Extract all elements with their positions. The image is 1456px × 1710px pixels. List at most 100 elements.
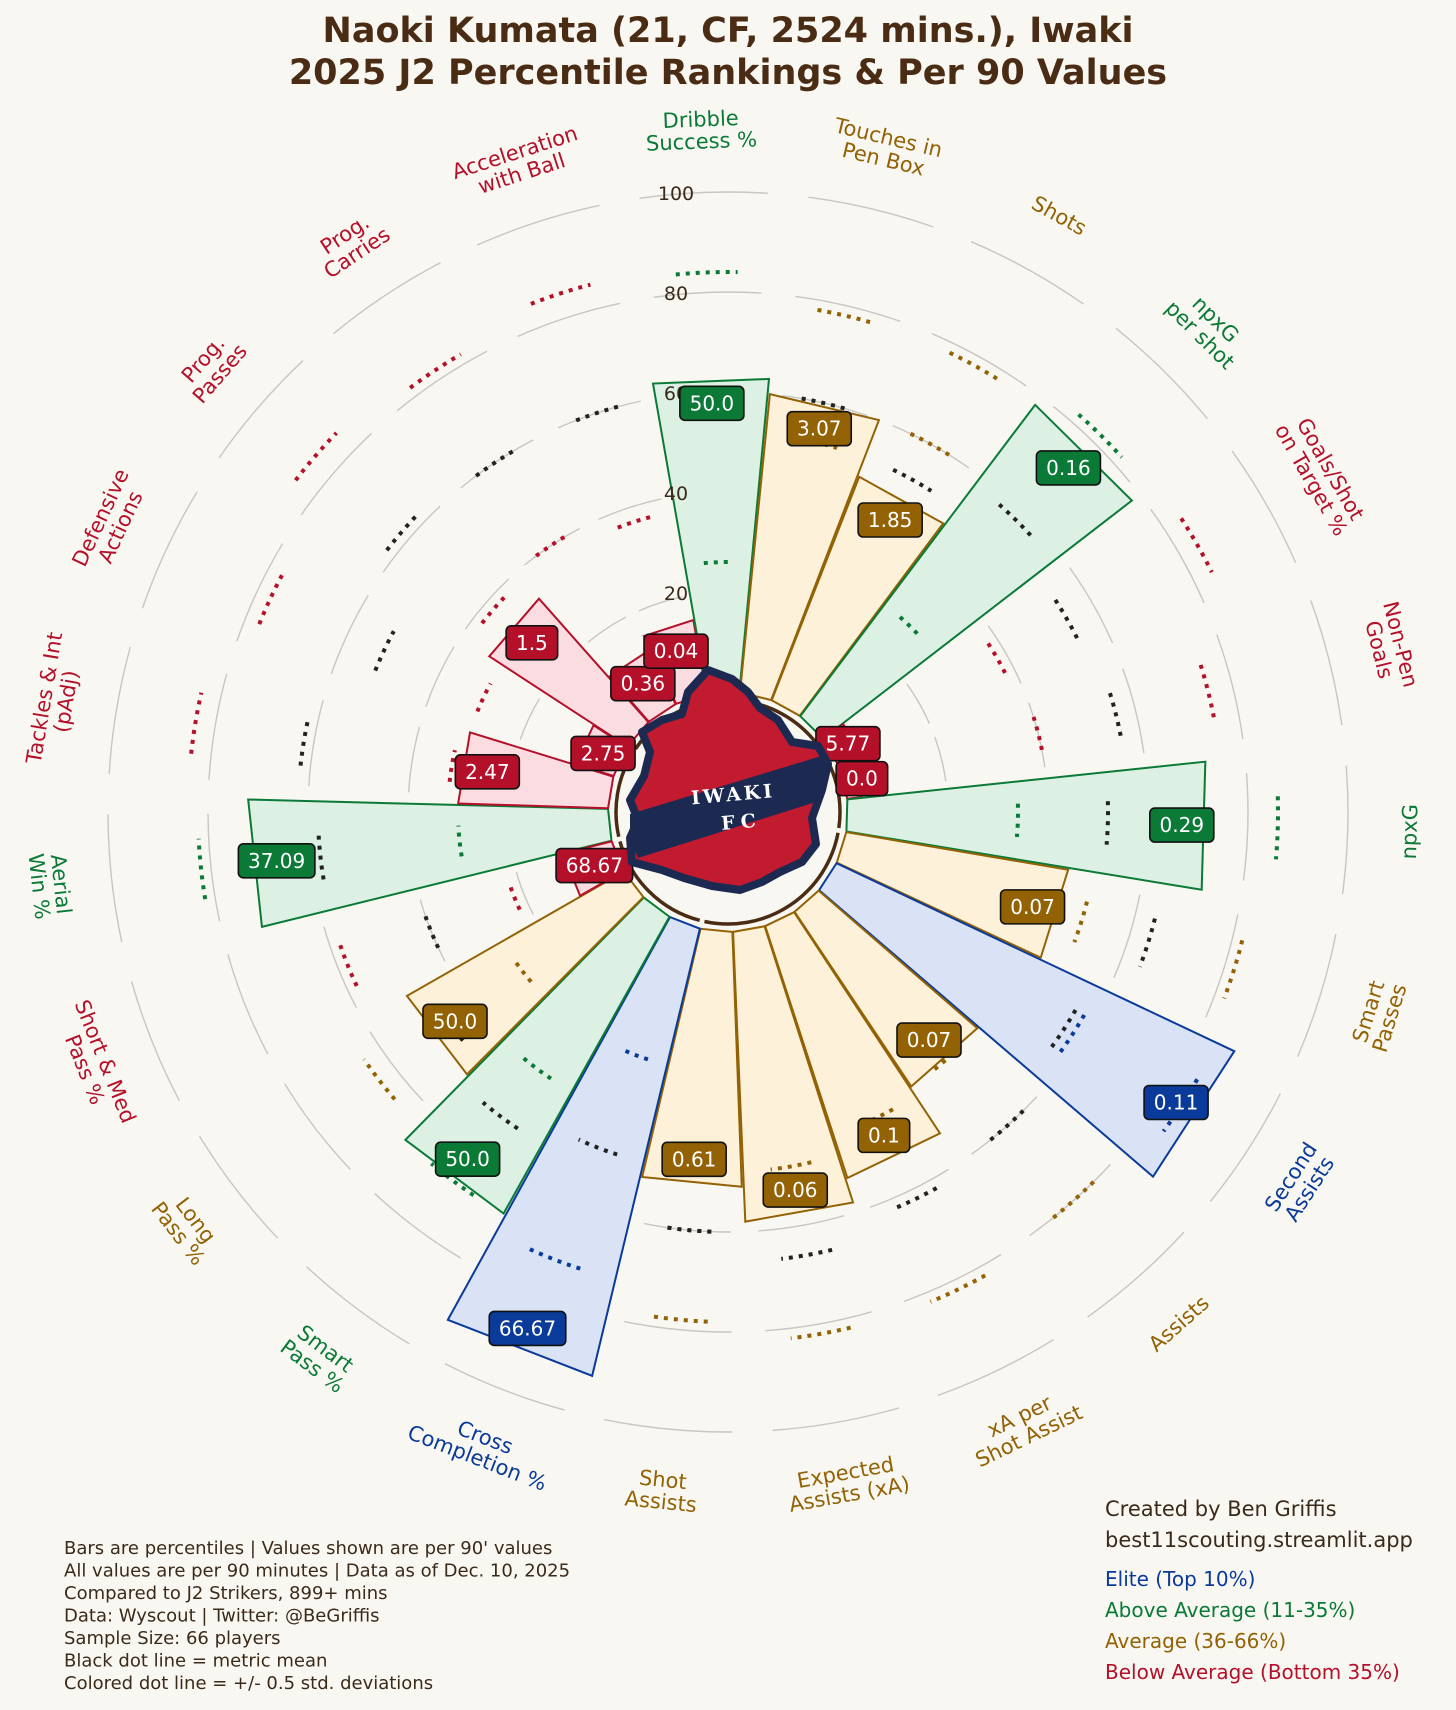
- reference-dot-lines: [189, 270, 1281, 1341]
- value-box-dribble-success: [679, 385, 745, 422]
- value-text-goals-shot-on-target: 5.77: [826, 732, 871, 756]
- sd-low-line-second-assists: [1057, 1013, 1086, 1056]
- grid-ring-60-segment: [382, 505, 441, 573]
- mean-line-npxg-per-shot: [997, 502, 1035, 539]
- grid-ring-40-segment: [523, 527, 580, 566]
- value-text-tackles-int-padj: 2.47: [465, 760, 510, 784]
- mean-line-cross-completion: [577, 1137, 618, 1157]
- grid-ring-100-segment: [108, 646, 132, 774]
- category-label-shot-assists: ShotAssists: [624, 1464, 700, 1517]
- grid-ring-80-segment: [284, 1083, 351, 1170]
- footnote-line-5: Sample Size: 66 players: [64, 1628, 281, 1649]
- grid-ring-20-segment: [906, 683, 931, 724]
- category-label-xa-per-shot-assist: xA perShot Assist: [962, 1381, 1086, 1473]
- grid-ring-40-segment: [419, 899, 446, 962]
- sd-high-line-smart-passes: [1222, 939, 1245, 1000]
- legend-item-average: Average (36-66%): [1105, 1629, 1286, 1653]
- mean-line-expected-assists-xa: [781, 1247, 833, 1261]
- value-box-smart-pass: [434, 1141, 501, 1178]
- mean-line-prog-passes: [385, 511, 421, 552]
- legend: Elite (Top 10%) Above Average (11-35%) Ave…: [1105, 1567, 1400, 1684]
- category-label-smart-passes: SmartPasses: [1347, 974, 1412, 1055]
- value-box-expected-assists-xa: [762, 1172, 829, 1208]
- sd-high-line-dribble-success: [675, 270, 738, 277]
- category-label-shots: Shots: [1028, 191, 1091, 240]
- category-label-prog-passes: Prog.Passes: [171, 325, 252, 408]
- grid-ring-80-segment: [795, 295, 901, 323]
- grid-ring-100-segment: [1115, 327, 1208, 420]
- sd-high-line-aerial-win: [196, 838, 208, 900]
- mean-line-defensive-actions: [373, 630, 396, 672]
- legend-item-above: Above Average (11-35%): [1105, 1598, 1355, 1622]
- grid-ring-40-segment: [598, 498, 662, 520]
- iwaki-fc-crest: IWAKI FC: [626, 666, 832, 894]
- mean-line-smart-passes: [1138, 918, 1157, 968]
- footnote-line-6: Black dot line = metric mean: [64, 1651, 327, 1672]
- bar-smart-passes: [835, 830, 1070, 960]
- value-box-aerial-win: [237, 843, 316, 879]
- grid-ring-100-segment: [772, 1407, 900, 1432]
- value-box-npxg: [1149, 807, 1215, 843]
- grid-ring-80-segment: [1205, 914, 1239, 1018]
- grid-ring-20-segment: [515, 871, 534, 915]
- mean-line-non-pen-goals: [1108, 692, 1123, 739]
- value-text-prog-carries: 0.36: [621, 672, 666, 696]
- grid-ring-100-segment: [218, 360, 304, 459]
- grid-ring-100-segment: [937, 1338, 1055, 1397]
- footnote-line-1: Bars are percentiles | Values shown are …: [64, 1538, 552, 1559]
- footnote-line-4: Data: Wyscout | Twitter: @BeGriffis: [64, 1606, 380, 1627]
- grid-ring-80-segment: [1053, 405, 1131, 483]
- sd-low-line-short-med-pass: [508, 884, 522, 911]
- sd-high-line-expected-assists-xa: [790, 1325, 852, 1341]
- grid-ring-80-segment: [227, 954, 269, 1055]
- value-label-aerial-win: 37.09: [237, 843, 316, 879]
- bars-layer: [247, 377, 1236, 1378]
- grid-ring-80-segment: [1150, 508, 1205, 604]
- sd-high-line-smart-pass: [430, 1162, 475, 1197]
- bar-shot-assists: [640, 927, 743, 1188]
- category-label-line: Shot: [638, 1466, 688, 1495]
- bar-second-assists: [817, 861, 1236, 1179]
- value-text-smart-pass: 50.0: [445, 1147, 490, 1171]
- category-label-line: npxG: [1397, 804, 1423, 860]
- sd-low-line-dribble-success: [703, 560, 733, 566]
- value-label-shots: 1.85: [857, 502, 923, 538]
- grid-ring-80-segment: [1029, 1163, 1111, 1237]
- value-label-npxg-per-shot: 0.16: [1035, 450, 1102, 486]
- value-box-second-assists: [1143, 1084, 1209, 1121]
- mean-line-xa-per-shot-assist: [891, 1186, 938, 1212]
- ring-label-80: 80: [664, 283, 688, 305]
- grid-ring-80-segment: [300, 432, 373, 516]
- bar-expected-assists-xa: [732, 925, 855, 1223]
- value-label-cross-completion: 66.67: [488, 1310, 567, 1347]
- grid-ring-60-segment: [892, 425, 970, 469]
- grid-ring-80-segment: [765, 1311, 872, 1332]
- sd-low-line-prog-passes: [480, 594, 507, 625]
- category-label-second-assists: SecondAssists: [1260, 1138, 1341, 1228]
- legend-item-below: Below Average (Bottom 35%): [1105, 1660, 1400, 1684]
- grid-ring-60-segment: [460, 439, 534, 489]
- category-label-line: Assists: [624, 1486, 698, 1517]
- value-text-smart-passes: 0.07: [1010, 895, 1055, 919]
- grid-ring-100-segment: [141, 491, 198, 609]
- value-box-assists: [896, 1022, 962, 1058]
- grid-ring-80-segment: [624, 1320, 732, 1333]
- mean-line-second-assists: [1048, 1009, 1078, 1050]
- credit-line1: Created by Ben Griffis: [1105, 1497, 1337, 1521]
- category-label-npxg: npxG: [1397, 804, 1423, 860]
- sd-low-line-xa-per-shot-assist: [857, 1107, 894, 1129]
- grid-ring-80-segment: [903, 1253, 1002, 1302]
- category-label-long-pass: LongPass %: [146, 1184, 227, 1270]
- mean-line-npxg: [1104, 801, 1111, 845]
- bar-xa-per-shot-assist: [763, 910, 942, 1180]
- category-label-non-pen-goals: Non-PenGoals: [1357, 599, 1423, 695]
- mean-line-shot-assists: [663, 1225, 712, 1234]
- grid-ring-40-segment: [987, 625, 1022, 684]
- value-text-shot-assists: 0.61: [672, 1147, 717, 1171]
- sd-low-line-expected-assists-xa: [770, 1160, 812, 1172]
- value-text-npxg: 0.29: [1160, 813, 1205, 837]
- value-label-assists: 0.07: [896, 1022, 962, 1058]
- bar-smart-pass: [403, 896, 671, 1216]
- bar-touches-in-pen-box: [738, 392, 881, 702]
